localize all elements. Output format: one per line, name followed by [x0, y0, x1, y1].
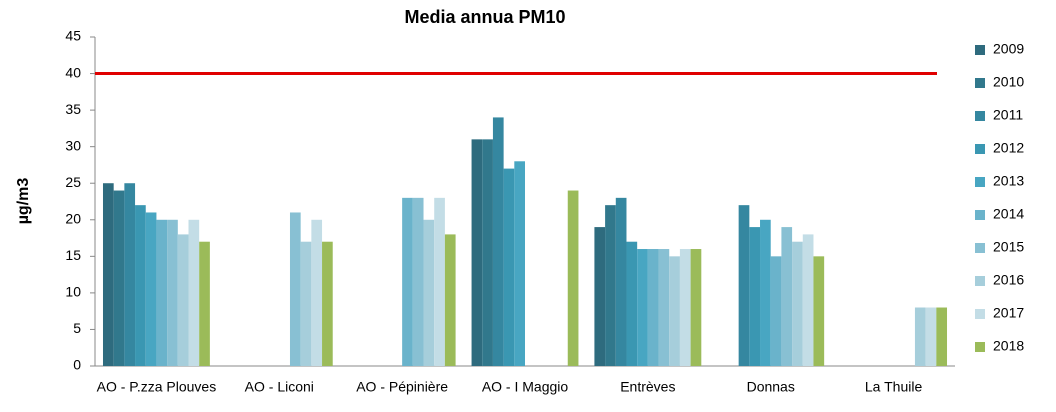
x-tick-label: AO - P.zza Plouves: [97, 379, 217, 395]
bar: [423, 219, 435, 366]
y-tick-label: 40: [65, 64, 81, 80]
bar: [471, 139, 483, 366]
bar: [567, 190, 579, 366]
legend-swatch: [975, 78, 985, 88]
legend-swatch: [975, 276, 985, 286]
legend-label: 2012: [993, 140, 1024, 156]
legend-label: 2013: [993, 173, 1024, 189]
bar: [482, 139, 493, 366]
bar: [637, 249, 648, 366]
legend-swatch: [975, 210, 985, 220]
bar: [936, 307, 948, 366]
bar: [914, 307, 926, 366]
y-tick-label: 35: [65, 101, 81, 117]
legend-swatch: [975, 309, 985, 319]
legend-label: 2017: [993, 305, 1024, 321]
y-axis-label: µg/m3: [15, 178, 32, 225]
bar: [412, 197, 424, 366]
x-tick-label: AO - Liconi: [245, 379, 314, 395]
x-tick-label: AO - Pépinière: [356, 379, 448, 395]
bar: [135, 205, 146, 366]
legend-swatch: [975, 342, 985, 352]
bar: [738, 205, 750, 366]
x-tick-label: Entrèves: [620, 379, 675, 395]
legend-label: 2010: [993, 74, 1024, 90]
y-tick-label: 30: [65, 137, 81, 153]
legend-label: 2016: [993, 272, 1024, 288]
y-tick-label: 20: [65, 210, 81, 226]
bar: [792, 241, 803, 366]
bar: [444, 234, 456, 366]
bar: [813, 256, 825, 366]
bar: [156, 219, 168, 366]
y-tick-label: 5: [73, 320, 81, 336]
x-tick-label: Donnas: [747, 379, 795, 395]
bar: [594, 227, 606, 366]
bar: [177, 234, 189, 366]
bar: [749, 227, 761, 366]
bar: [311, 219, 323, 366]
legend-swatch: [975, 243, 985, 253]
bar: [289, 212, 301, 366]
legend-swatch: [975, 177, 985, 187]
bar: [124, 183, 136, 366]
legend-label: 2018: [993, 338, 1024, 354]
bar: [615, 197, 627, 366]
y-tick-label: 15: [65, 247, 81, 263]
bar: [503, 168, 515, 366]
bar: [626, 241, 638, 366]
bar: [760, 219, 771, 366]
x-tick-label: AO - I Maggio: [482, 379, 569, 395]
bar: [188, 219, 200, 366]
bar: [925, 307, 937, 366]
x-tick-label: La Thuile: [865, 379, 923, 395]
bar: [492, 117, 504, 366]
legend-label: 2014: [993, 206, 1024, 222]
bar: [300, 241, 312, 366]
bar: [770, 256, 782, 366]
y-tick-label: 10: [65, 284, 81, 300]
chart-title: Media annua PM10: [404, 7, 565, 27]
bar: [113, 190, 125, 366]
bar: [167, 219, 178, 366]
bar: [781, 227, 793, 366]
y-tick-label: 45: [65, 28, 81, 44]
bar: [402, 197, 413, 366]
bar: [145, 212, 157, 366]
bar: [322, 241, 333, 366]
bar: [199, 241, 210, 366]
legend-label: 2009: [993, 41, 1024, 57]
legend-swatch: [975, 45, 985, 55]
bar: [679, 249, 691, 366]
bar: [802, 234, 814, 366]
legend-label: 2011: [993, 107, 1023, 123]
bar: [434, 197, 445, 366]
bar: [605, 205, 616, 366]
y-tick-label: 25: [65, 174, 81, 190]
legend-swatch: [975, 111, 985, 121]
bar: [102, 183, 114, 366]
bar: [690, 249, 702, 366]
bar: [669, 256, 680, 366]
bar: [658, 249, 670, 366]
bar: [647, 249, 659, 366]
legend-swatch: [975, 144, 985, 154]
legend-label: 2015: [993, 239, 1024, 255]
y-tick-label: 0: [73, 357, 81, 373]
bar: [514, 161, 525, 366]
